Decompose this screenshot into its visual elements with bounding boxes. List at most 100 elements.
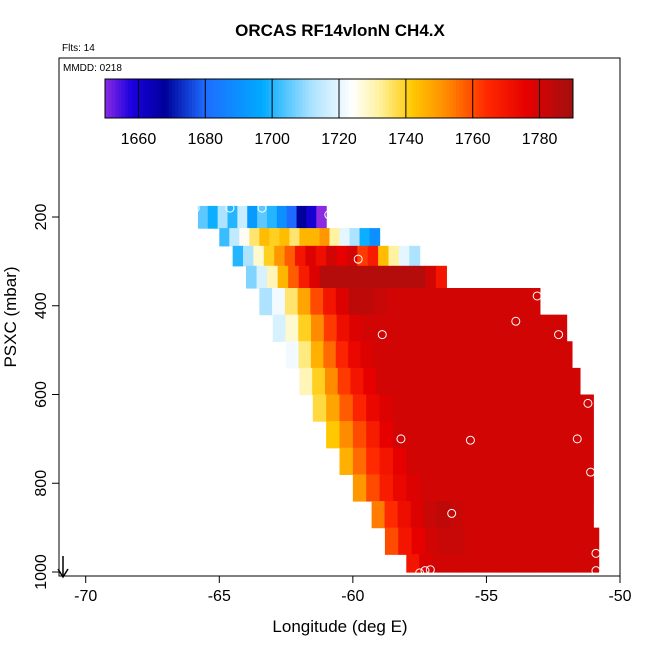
heatmap-cell xyxy=(207,205,219,229)
colorbar-swatch xyxy=(168,79,173,118)
observation-points xyxy=(190,203,601,578)
heatmap-cell xyxy=(337,367,352,396)
heatmap-cell xyxy=(379,394,394,422)
heatmap-cell xyxy=(521,554,536,573)
heatmap-cell xyxy=(335,288,350,316)
colorbar-swatch xyxy=(556,79,561,118)
colorbar-swatch xyxy=(188,79,193,118)
heatmap-cell xyxy=(585,554,600,573)
colorbar-swatch xyxy=(462,79,467,118)
heatmap-cell xyxy=(497,341,511,369)
heatmap-cell xyxy=(237,205,248,229)
flights-note: Flts: 14 xyxy=(62,43,95,54)
heatmap-cell xyxy=(435,265,447,289)
heatmap-cell xyxy=(452,367,466,396)
heatmap-cell xyxy=(409,245,421,267)
x-tick-label: -50 xyxy=(608,588,631,605)
heatmap-cell xyxy=(553,314,568,342)
heatmap-cell xyxy=(229,228,240,247)
heatmap-cell xyxy=(566,421,581,449)
heatmap-cell xyxy=(505,527,520,555)
colorbar-swatch xyxy=(305,79,310,118)
colorbar-swatch xyxy=(228,79,233,118)
colorbar-swatch xyxy=(292,79,297,118)
heatmap-cell xyxy=(406,421,421,449)
colorbar-swatch xyxy=(185,79,190,118)
heatmap-cell xyxy=(472,341,486,369)
observation-point xyxy=(324,210,334,220)
colorbar-swatch xyxy=(295,79,300,118)
heatmap-cell xyxy=(388,367,403,396)
heatmap-cell xyxy=(534,341,548,369)
heatmap-cell xyxy=(459,474,474,502)
heatmap-cell xyxy=(518,527,533,555)
heatmap-cell xyxy=(558,527,573,555)
colorbar-swatch xyxy=(298,79,303,118)
observation-point xyxy=(353,254,363,264)
colorbar-swatch xyxy=(419,79,424,118)
heatmap-cell xyxy=(412,288,426,316)
heatmap-cell xyxy=(398,527,413,555)
heatmap-cell xyxy=(566,394,581,422)
heatmap-cell xyxy=(392,394,407,422)
colorbar-swatch xyxy=(325,79,330,118)
heatmap-cell xyxy=(446,394,461,422)
colorbar-swatch xyxy=(399,79,404,118)
heatmap-cell xyxy=(336,314,350,342)
heatmap-cell xyxy=(326,421,341,449)
heatmap-cell xyxy=(352,421,367,449)
colorbar-swatch xyxy=(135,79,139,118)
colorbar-swatch xyxy=(248,79,253,118)
heatmap-cell xyxy=(316,205,327,229)
heatmap-cell xyxy=(483,554,497,573)
colorbar-swatch xyxy=(242,79,246,118)
heatmap-cell xyxy=(379,421,394,449)
heatmap-cell xyxy=(513,474,528,502)
observation-point xyxy=(257,203,267,213)
heatmap-cell xyxy=(433,394,447,422)
heatmap-cell xyxy=(276,205,288,229)
heatmap-cell xyxy=(499,421,514,449)
colorbar-swatch xyxy=(562,79,567,118)
colorbar-swatch xyxy=(422,79,427,118)
heatmap-cell xyxy=(547,554,561,573)
colorbar-swatch xyxy=(432,79,437,118)
heatmap-cell xyxy=(324,367,339,396)
heatmap-cell xyxy=(554,501,568,529)
heatmap-cell xyxy=(384,527,399,555)
observation-point xyxy=(225,203,235,213)
heatmap-cell xyxy=(357,245,369,267)
observation-point xyxy=(591,548,601,558)
colorbar-swatch xyxy=(115,79,119,118)
colorbar-swatch xyxy=(145,79,149,118)
heatmap-cell xyxy=(459,394,474,422)
heatmap-cell xyxy=(539,474,554,502)
x-tick-label: -65 xyxy=(208,588,231,605)
colorbar-tick-label: 1740 xyxy=(388,131,424,148)
heatmap-cell xyxy=(447,341,461,369)
colorbar-swatch xyxy=(392,79,397,118)
heatmap-cell xyxy=(473,447,488,475)
heatmap-cell xyxy=(274,245,286,267)
heatmap-cell xyxy=(476,288,490,316)
heatmap-cell xyxy=(457,554,471,573)
colorbar-swatch xyxy=(409,79,414,118)
colorbar-swatch xyxy=(492,79,497,118)
colorbar-swatch xyxy=(345,79,350,118)
heatmap-cell xyxy=(463,288,477,316)
heatmap-cell xyxy=(277,265,289,289)
heatmap-cell xyxy=(219,228,230,247)
heatmap-cell xyxy=(397,501,412,529)
colorbar-swatch xyxy=(195,79,200,118)
heatmap-cell xyxy=(259,288,273,316)
heatmap-cell xyxy=(239,228,250,247)
colorbar-swatch xyxy=(459,79,464,118)
heatmap-cell xyxy=(323,341,337,369)
colorbar-swatch xyxy=(262,79,266,118)
colorbar-swatch xyxy=(389,79,393,118)
heatmap-cell xyxy=(465,527,480,555)
colorbar-swatch xyxy=(479,79,484,118)
heatmap-cell xyxy=(475,501,490,529)
heatmap-cell xyxy=(566,474,581,502)
colorbar-swatch xyxy=(272,79,276,118)
